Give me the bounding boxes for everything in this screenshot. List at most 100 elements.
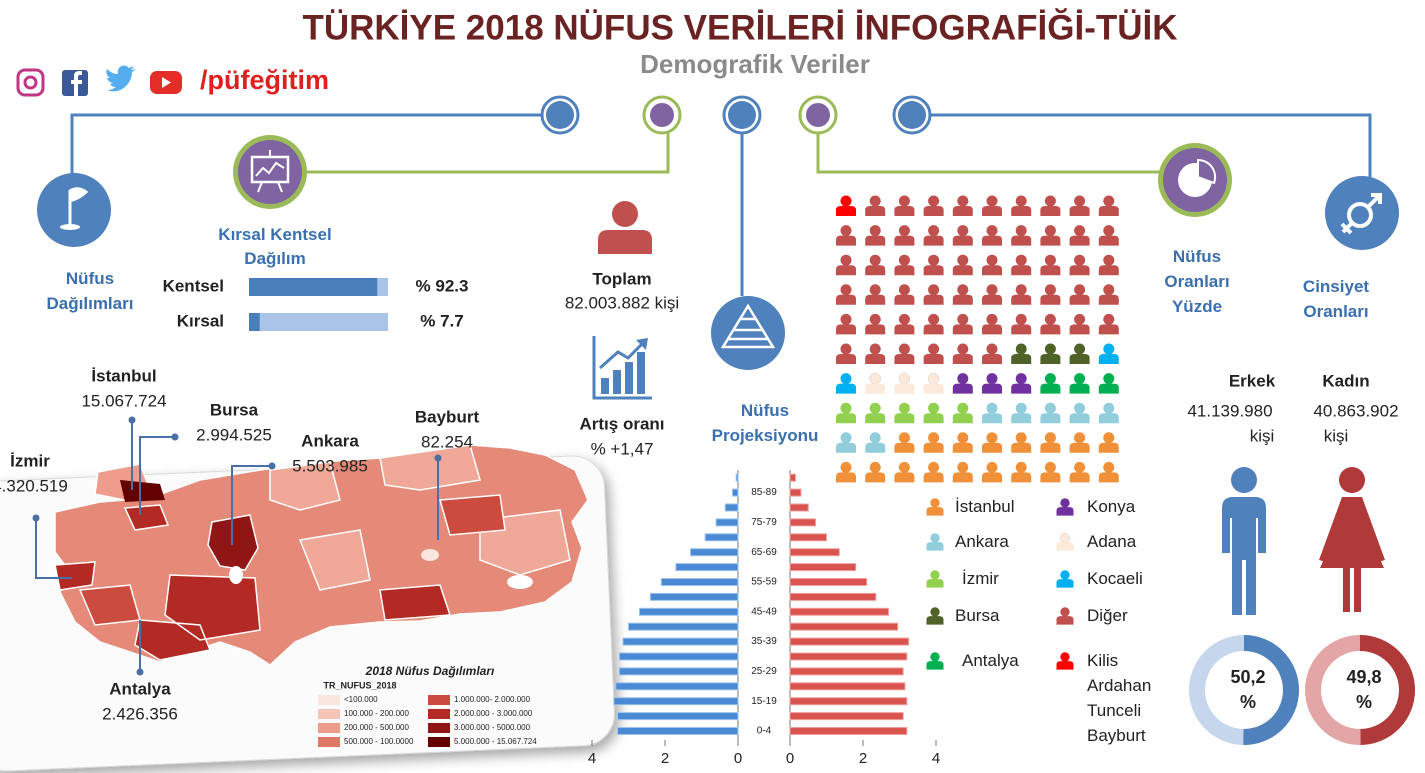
icon-body xyxy=(836,383,856,394)
icon-head xyxy=(1060,607,1070,617)
icon-head xyxy=(1044,432,1056,444)
bar xyxy=(615,682,739,691)
category-label: 0-4 xyxy=(757,726,772,737)
icon-body xyxy=(865,324,886,335)
category-label: 45-49 xyxy=(751,606,777,617)
person-icon xyxy=(982,432,1002,453)
person-icon xyxy=(1040,254,1061,276)
icon-head xyxy=(930,652,940,662)
person-icon xyxy=(894,313,915,335)
bar xyxy=(789,682,906,691)
bar xyxy=(789,712,904,721)
icon-body xyxy=(1098,235,1119,246)
icon-body xyxy=(1011,383,1032,394)
icon-head xyxy=(898,254,910,266)
person-icon xyxy=(923,225,944,246)
icon-body xyxy=(982,265,1002,276)
bar xyxy=(622,637,739,646)
icon-head xyxy=(840,284,852,296)
icon-head xyxy=(1103,254,1115,266)
icon-body xyxy=(982,235,1002,246)
icon-body xyxy=(1056,616,1074,625)
city-population: 4.320.519 xyxy=(0,476,68,495)
icon-body xyxy=(894,383,915,394)
person-icon xyxy=(952,313,973,335)
legend-swatch xyxy=(318,723,340,733)
person-icon xyxy=(1098,402,1119,424)
icon-body xyxy=(865,472,886,483)
leader-line xyxy=(231,465,272,545)
lake xyxy=(229,566,243,584)
person-icon xyxy=(1069,461,1090,483)
icon-head xyxy=(898,402,910,414)
x-tick-label: 2 xyxy=(859,750,867,767)
icon-head xyxy=(1103,195,1115,207)
person-icon xyxy=(836,343,856,364)
icon-body xyxy=(926,507,944,516)
icon-body xyxy=(923,354,944,364)
legend-label: Konya xyxy=(1087,497,1136,516)
icon-body xyxy=(923,206,944,216)
node-core xyxy=(806,103,830,127)
row-label: Kentsel xyxy=(163,276,224,295)
icon-head xyxy=(1074,284,1086,296)
legend-label: Adana xyxy=(1087,532,1137,551)
text-line: İstanbul xyxy=(955,497,1015,516)
person-icon xyxy=(1098,195,1119,216)
legend-label: 1.000.000- 2.000.000 xyxy=(454,695,531,704)
text-line: % xyxy=(1240,692,1256,712)
bar-track xyxy=(249,313,388,331)
bar xyxy=(789,727,908,735)
legend-label: İstanbul xyxy=(955,497,1015,516)
icon-head xyxy=(1074,254,1086,266)
person-icon xyxy=(1098,432,1119,453)
person-icon xyxy=(926,533,944,551)
icon-head xyxy=(869,313,881,325)
city-name: İstanbul xyxy=(91,366,156,385)
icon-body xyxy=(894,413,915,424)
icon-head xyxy=(928,343,940,355)
text-line: Ardahan xyxy=(1087,676,1151,695)
icon-head xyxy=(869,402,881,414)
icon-body xyxy=(1040,383,1061,394)
person-icon xyxy=(923,372,944,394)
person-icon xyxy=(1056,652,1074,670)
x-tick-label: 0 xyxy=(734,750,742,767)
person-icon xyxy=(836,284,856,305)
icon-head xyxy=(1015,461,1027,473)
person-icon xyxy=(923,313,944,335)
person-icon xyxy=(923,343,944,364)
person-icon xyxy=(894,402,915,424)
person-icon xyxy=(982,195,1002,216)
icon-head xyxy=(1074,402,1086,414)
icon-body xyxy=(923,442,944,453)
bar xyxy=(789,652,908,661)
person-icon xyxy=(894,343,915,364)
twitter-icon xyxy=(106,65,136,92)
bar xyxy=(732,488,739,497)
gender-label: Erkek xyxy=(1229,371,1276,390)
icon-head xyxy=(957,254,969,266)
icon-body xyxy=(1069,265,1090,276)
person-icon xyxy=(865,254,886,276)
section-label: Cinsiyet Oranları xyxy=(1303,277,1369,321)
city-name: Bursa xyxy=(210,400,259,419)
bar xyxy=(789,473,796,482)
city-population: 5.503.985 xyxy=(292,456,368,475)
text-line: Kırsal Kentsel xyxy=(218,225,331,244)
legend-label: 200.000 - 500.000 xyxy=(344,723,409,732)
icon-head xyxy=(928,461,940,473)
icon-body xyxy=(894,472,915,483)
icon-head xyxy=(1044,313,1056,325)
person-icon xyxy=(923,284,944,305)
person-icon xyxy=(1056,607,1074,625)
text-line: 49,8 xyxy=(1346,667,1381,687)
text-line: Nüfus xyxy=(741,401,789,420)
icon-body xyxy=(865,442,886,453)
connector xyxy=(816,133,1160,174)
person-icon xyxy=(865,402,886,424)
distribution-icon xyxy=(37,173,111,247)
person-icon xyxy=(836,432,856,453)
legend-label: Antalya xyxy=(962,651,1019,670)
icon-body xyxy=(1069,413,1090,424)
